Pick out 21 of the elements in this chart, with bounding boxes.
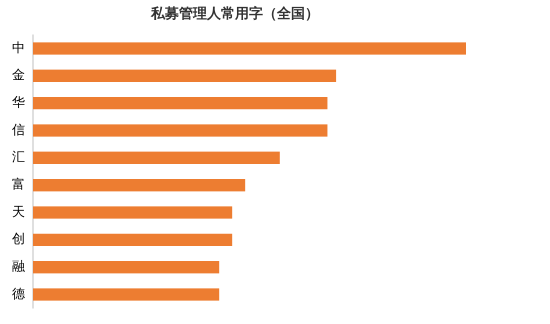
y-tick-label: 信: [12, 122, 25, 138]
y-tick-label: 汇: [12, 150, 25, 166]
y-tick-label: 华: [12, 96, 25, 111]
y-tick-label: 融: [12, 260, 25, 275]
y-tick-label: 富: [12, 176, 25, 193]
chart-title: 私募管理人常用字（全国）: [150, 5, 319, 22]
y-tick-label: 金: [12, 68, 25, 84]
y-tick-label: 天: [12, 204, 25, 220]
bar: [33, 234, 232, 246]
y-tick-label: 德: [12, 286, 25, 302]
bar: [33, 206, 232, 219]
bar: [33, 179, 246, 192]
bar: [33, 97, 328, 110]
bar: [33, 288, 220, 301]
y-tick-label: 中: [12, 40, 25, 56]
bar: [33, 70, 336, 82]
bar: [33, 261, 220, 274]
bar: [33, 42, 466, 55]
bar: [33, 152, 280, 164]
y-tick-label: 创: [12, 232, 25, 248]
bar: [33, 124, 328, 137]
